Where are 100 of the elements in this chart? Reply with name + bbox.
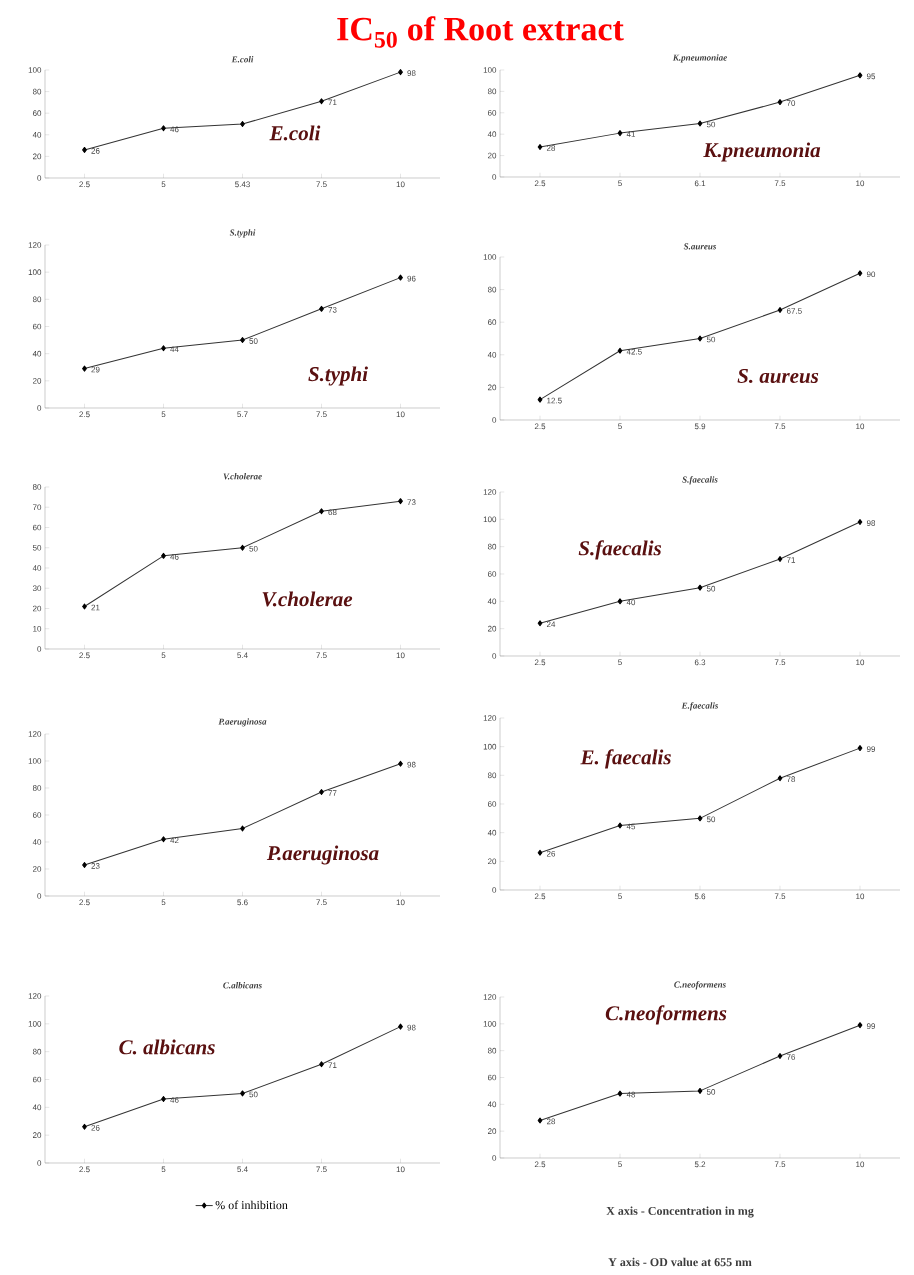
data-label: 98: [866, 520, 876, 526]
y-tick-label: 20: [487, 625, 497, 632]
y-tick-label: 80: [32, 785, 42, 791]
x-tick-label: 5: [618, 1161, 622, 1168]
y-tick-label: 20: [487, 384, 497, 391]
data-label: 44: [170, 346, 179, 352]
y-tick-label: 0: [37, 1160, 42, 1166]
data-label: 76: [786, 1054, 796, 1060]
x-tick-label: 7.5: [774, 423, 786, 430]
y-tick-label: 120: [28, 993, 42, 999]
x-tick-label: 5: [161, 652, 166, 659]
x-tick-label: 2.5: [79, 181, 90, 188]
data-label: 98: [407, 1024, 416, 1031]
y-tick-label: 120: [28, 242, 42, 248]
data-label: 26: [91, 1124, 100, 1131]
y-tick-label: 0: [492, 1155, 497, 1161]
data-label: 41: [626, 131, 636, 137]
chart-title: S.aureus: [683, 243, 717, 250]
y-tick-label: 40: [487, 598, 497, 605]
y-tick-label: 60: [32, 110, 42, 117]
data-label: 50: [706, 816, 716, 823]
data-label: 71: [328, 1062, 337, 1068]
y-tick-label: 100: [483, 67, 497, 73]
annotation: E. faecalis: [580, 749, 671, 769]
y-tick-label: 120: [483, 489, 497, 495]
annotation: S. aureus: [737, 368, 819, 384]
data-label: 50: [249, 1091, 258, 1098]
y-tick-label: 0: [37, 646, 42, 652]
data-label: 28: [546, 145, 556, 151]
x-tick-label: 5.43: [235, 181, 250, 188]
y-tick-label: 40: [32, 1104, 42, 1111]
y-tick-label: 100: [28, 269, 42, 275]
data-label: 90: [866, 271, 876, 278]
y-tick-label: 80: [487, 543, 497, 550]
y-tick-label: 100: [28, 1021, 42, 1027]
data-label: 40: [626, 599, 636, 606]
chart-title: S.typhi: [229, 229, 256, 238]
x-tick-label: 10: [396, 899, 405, 906]
data-label: 70: [786, 100, 796, 106]
x-tick-label: 10: [396, 652, 405, 659]
data-label: 50: [249, 545, 258, 552]
annotation: S.faecalis: [578, 540, 662, 560]
y-tick-label: 100: [28, 67, 42, 73]
data-label: 24: [546, 621, 556, 627]
legend-label: % of inhibition: [215, 1200, 288, 1210]
y-tick-label: 60: [32, 323, 42, 330]
data-label: 45: [626, 823, 636, 830]
y-tick-label: 40: [487, 1101, 497, 1108]
y-tick-label: 120: [28, 731, 42, 737]
y-tick-label: 80: [32, 88, 42, 95]
x-tick-label: 5.9: [694, 423, 706, 430]
data-label: 67.5: [786, 308, 802, 314]
data-label: 28: [546, 1118, 556, 1125]
y-tick-label: 100: [28, 758, 42, 764]
data-label: 50: [706, 1089, 716, 1095]
y-tick-label: 40: [32, 350, 42, 357]
text: Y axis - OD value at 655 nm: [608, 1257, 752, 1267]
x-tick-label: 10: [856, 893, 865, 900]
x-tick-label: 2.5: [534, 180, 546, 187]
y-tick-label: 20: [487, 1128, 497, 1134]
y-tick-label: 20: [487, 152, 497, 159]
data-label: 73: [328, 307, 337, 313]
data-label: 42: [170, 837, 179, 844]
data-label: 23: [91, 863, 100, 869]
x-tick-label: 5: [618, 423, 622, 430]
x-tick-label: 2.5: [79, 1166, 90, 1173]
x-tick-label: 5: [161, 1166, 166, 1173]
x-tick-label: 7.5: [774, 180, 786, 187]
data-label: 50: [706, 585, 716, 592]
y-tick-label: 20: [32, 377, 42, 384]
chart-title: E.coli: [231, 56, 254, 63]
x-tick-label: 5.6: [237, 899, 248, 906]
data-label: 99: [866, 746, 876, 752]
y-tick-label: 20: [32, 866, 42, 872]
data-label: 71: [328, 99, 337, 106]
chart-title: K.pneumoniae: [672, 54, 727, 63]
x-tick-label: 7.5: [774, 659, 786, 666]
y-tick-label: 80: [32, 1048, 42, 1055]
x-tick-label: 7.5: [316, 899, 327, 906]
y-tick-label: 20: [32, 153, 42, 160]
y-tick-label: 0: [492, 174, 497, 180]
y-tick-label: 80: [487, 286, 497, 293]
x-tick-label: 5.6: [694, 893, 706, 900]
annotation: S.typhi: [308, 366, 368, 386]
x-tick-label: 10: [856, 423, 865, 430]
chart-title: V.cholerae: [223, 473, 262, 480]
x-tick-label: 10: [856, 1161, 865, 1168]
data-label: 99: [866, 1023, 876, 1029]
y-tick-label: 100: [483, 743, 497, 750]
x-tick-label: 7.5: [774, 893, 786, 900]
y-tick-label: 60: [487, 109, 497, 116]
y-tick-label: 100: [483, 516, 497, 523]
data-label: 73: [407, 499, 416, 505]
x-tick-label: 10: [396, 181, 405, 188]
y-tick-label: 0: [37, 893, 42, 899]
y-tick-label: 0: [492, 887, 497, 893]
y-tick-label: 40: [32, 565, 42, 571]
x-tick-label: 2.5: [534, 659, 546, 666]
data-label: 26: [91, 148, 100, 154]
y-tick-label: 10: [33, 625, 42, 632]
